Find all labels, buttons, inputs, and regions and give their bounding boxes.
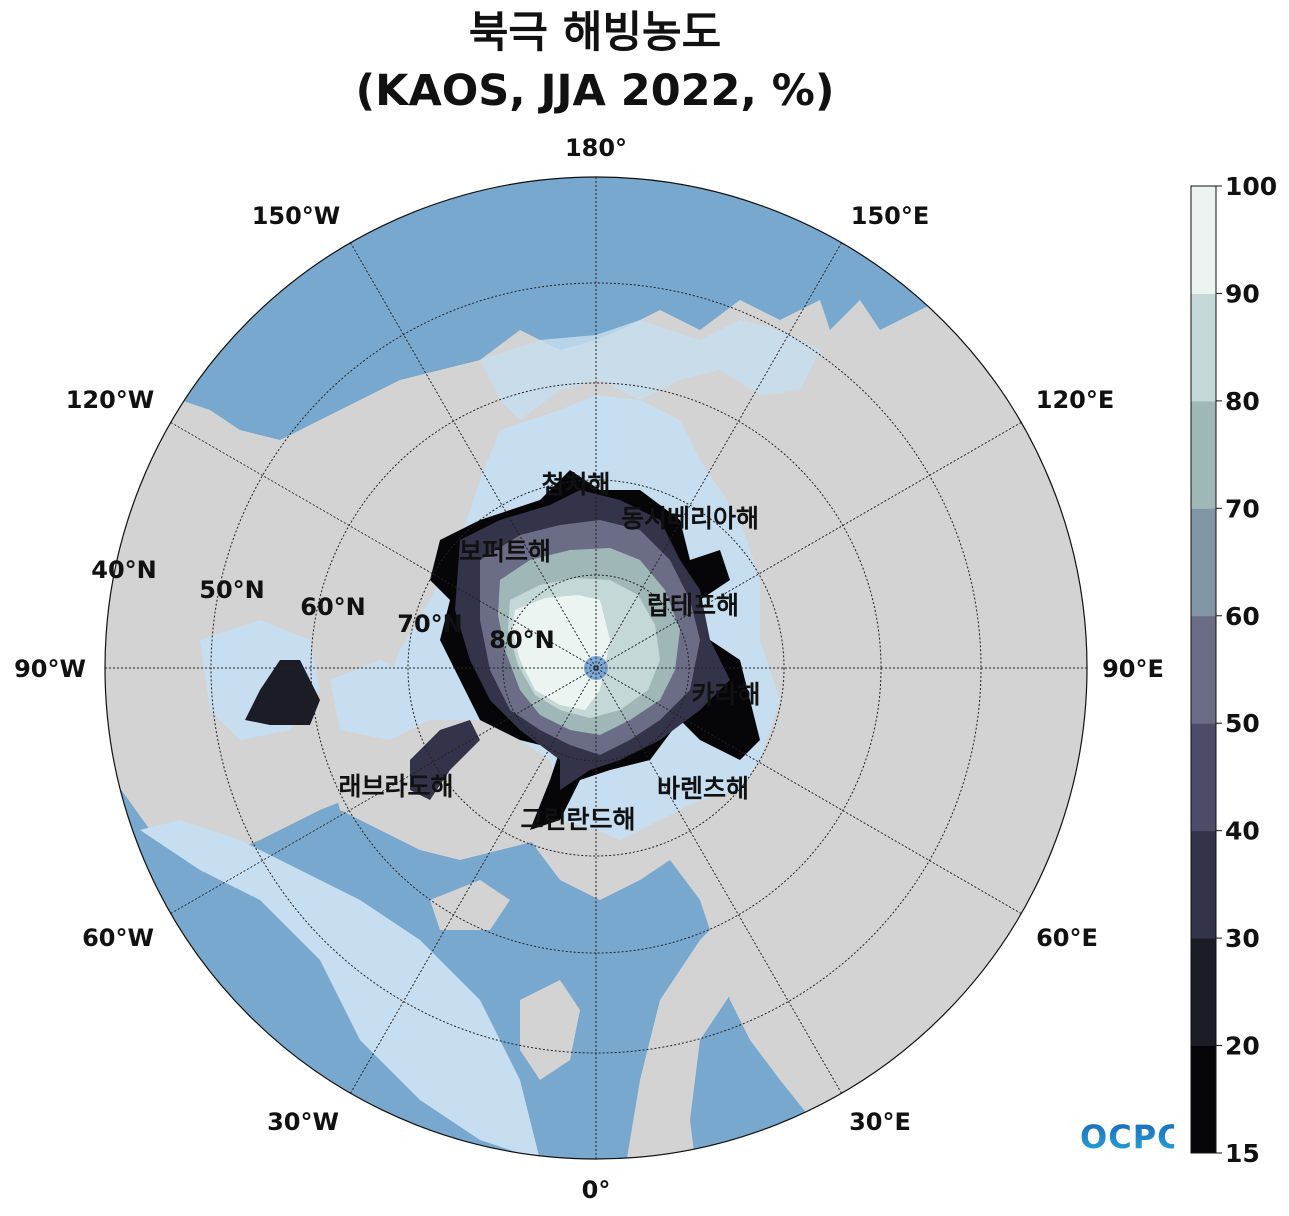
sea-label-greenland: 그린란드해 bbox=[520, 805, 635, 834]
colorbar-segments bbox=[1191, 186, 1216, 1154]
sea-label-chukchi: 첨치해 bbox=[541, 470, 610, 499]
sea-label-laptev: 랍테프해 bbox=[647, 591, 739, 620]
britain-land bbox=[520, 980, 580, 1080]
logo-text: OCPC bbox=[1080, 1118, 1174, 1154]
ice-hudson bbox=[245, 660, 320, 725]
map-body bbox=[105, 177, 1087, 1159]
sea-label-barents: 바렌츠해 bbox=[657, 774, 749, 803]
lon-label-60e: 60°E bbox=[1036, 924, 1098, 952]
sea-label-beaufort: 보퍼트해 bbox=[459, 537, 551, 566]
atlantic-shelf bbox=[140, 820, 540, 1159]
lon-label-30w: 30°W bbox=[267, 1108, 339, 1136]
lon-label-150w: 150°W bbox=[252, 202, 341, 230]
lon-label-0: 0° bbox=[582, 1176, 611, 1204]
pole-hole bbox=[584, 656, 608, 680]
colorbar-tick-label: 100 bbox=[1225, 172, 1277, 201]
lon-label-120e: 120°E bbox=[1036, 386, 1115, 414]
scandinavia-land bbox=[620, 860, 800, 1159]
lon-label-90w: 90°W bbox=[14, 655, 86, 683]
ice-baffin bbox=[410, 720, 480, 800]
colorbar-tick-label: 70 bbox=[1225, 494, 1260, 523]
lat-label-70: 70°N bbox=[397, 610, 462, 638]
colorbar-tick-label: 50 bbox=[1225, 709, 1260, 738]
pacific-shelf bbox=[480, 320, 820, 420]
sea-label-kara: 카라해 bbox=[691, 680, 760, 709]
lat-circle-70 bbox=[407, 479, 785, 857]
colorbar-tick-label: 80 bbox=[1225, 387, 1260, 416]
latitude-labels: 40°N 50°N 60°N 70°N 80°N bbox=[91, 556, 554, 654]
lat-label-80: 80°N bbox=[489, 626, 554, 654]
colorbar-tick-label: 60 bbox=[1225, 602, 1260, 631]
colorbar-segment bbox=[1191, 723, 1216, 832]
title-line-2: (KAOS, JJA 2022, %) bbox=[355, 66, 835, 116]
sea-label-labrador: 래브라도해 bbox=[338, 772, 453, 801]
ice-band-90 bbox=[512, 595, 610, 710]
colorbar-segment bbox=[1191, 1045, 1216, 1154]
colorbar-segment bbox=[1191, 830, 1216, 939]
lat-label-60: 60°N bbox=[300, 593, 365, 621]
colorbar: 100 90 80 70 60 50 40 30 20 15 bbox=[1190, 172, 1277, 1168]
ocpc-logo: OCPC bbox=[1080, 1118, 1174, 1154]
lon-label-60w: 60°W bbox=[82, 924, 154, 952]
lon-label-120w: 120°W bbox=[66, 386, 155, 414]
colorbar-segment bbox=[1191, 615, 1216, 724]
longitude-labels: 180° 150°E 120°E 90°E 60°E 30°E 0° 30°W … bbox=[14, 134, 1164, 1204]
colorbar-tick-label: 15 bbox=[1225, 1139, 1260, 1168]
lon-label-180: 180° bbox=[565, 134, 627, 162]
colorbar-ticks: 100 90 80 70 60 50 40 30 20 15 bbox=[1216, 172, 1277, 1168]
lat-label-40: 40°N bbox=[91, 556, 156, 584]
colorbar-tick-label: 30 bbox=[1225, 924, 1260, 953]
map-title: 북극 해빙농도 (KAOS, JJA 2022, %) bbox=[0, 4, 1190, 120]
colorbar-tick-label: 90 bbox=[1225, 279, 1260, 308]
iceland-land bbox=[430, 880, 510, 930]
colorbar-segment bbox=[1191, 186, 1216, 294]
colorbar-segment bbox=[1191, 400, 1216, 509]
sea-labels: 첨치해 동시베리아해 보퍼트해 랍테프해 카라해 바렌츠해 그린란드해 래브라도… bbox=[338, 470, 760, 834]
colorbar-frame bbox=[1190, 185, 1217, 1154]
colorbar-tick-label: 20 bbox=[1225, 1032, 1260, 1061]
colorbar-segment bbox=[1191, 938, 1216, 1047]
colorbar-tick-label: 40 bbox=[1225, 817, 1260, 846]
baffin-bay bbox=[330, 660, 430, 740]
colorbar-segment bbox=[1191, 293, 1216, 402]
colorbar-segment bbox=[1191, 508, 1216, 617]
greenland-land bbox=[330, 720, 560, 860]
lon-label-90e: 90°E bbox=[1102, 655, 1164, 683]
lon-label-30e: 30°E bbox=[849, 1108, 911, 1136]
sea-label-east-siberian: 동시베리아해 bbox=[621, 504, 759, 533]
title-line-1: 북극 해빙농도 bbox=[468, 8, 722, 58]
lat-label-50: 50°N bbox=[199, 576, 264, 604]
lon-label-150e: 150°E bbox=[851, 202, 930, 230]
graticule bbox=[105, 177, 1087, 1159]
map-boundary bbox=[104, 176, 1088, 1160]
